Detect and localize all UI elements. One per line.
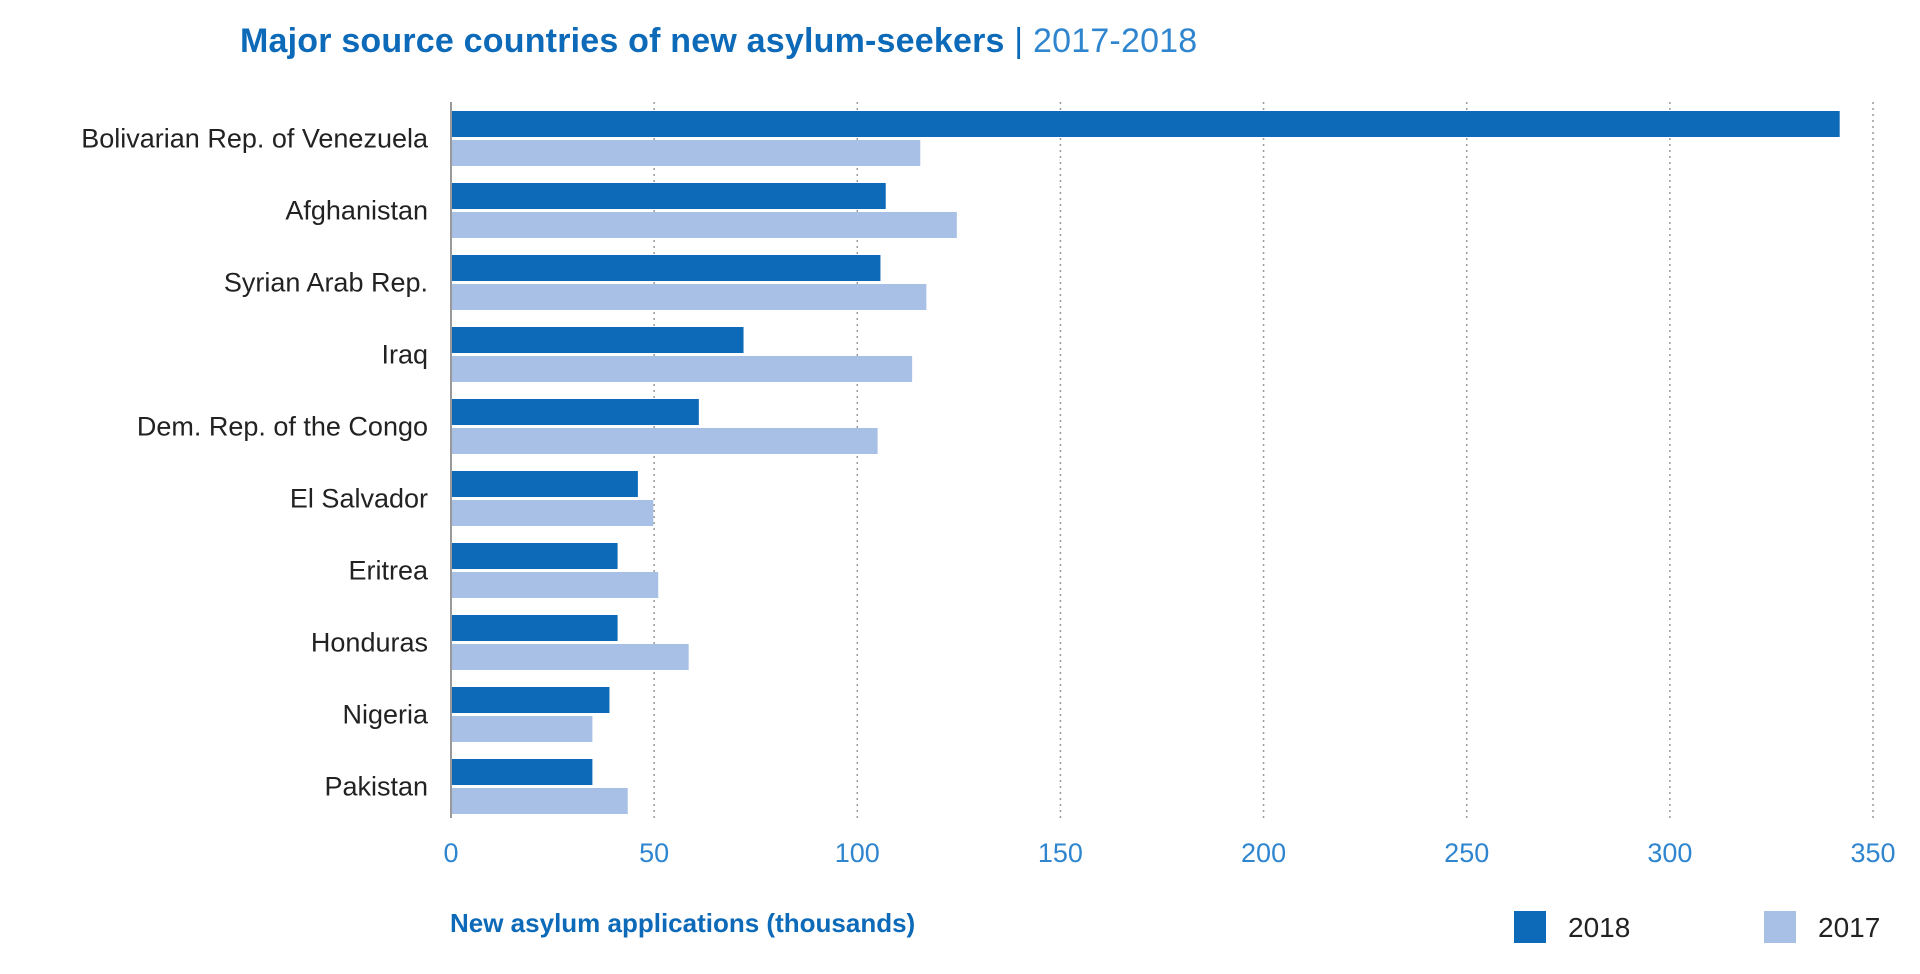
x-tick-label-300: 300 xyxy=(1647,838,1692,868)
category-label-1: Afghanistan xyxy=(285,196,428,226)
x-axis-label: New asylum applications (thousands) xyxy=(450,908,915,938)
category-label-7: Honduras xyxy=(311,628,428,658)
category-label-4: Dem. Rep. of the Congo xyxy=(137,412,428,442)
chart-title: Major source countries of new asylum-see… xyxy=(240,22,1197,61)
category-label-2: Syrian Arab Rep. xyxy=(224,268,428,298)
bar-2018-2 xyxy=(452,255,881,281)
legend-swatch-2018 xyxy=(1514,911,1546,943)
bar-2017-2 xyxy=(452,284,927,310)
bar-2017-1 xyxy=(452,212,957,238)
chart-title-main: Major source countries of new asylum-see… xyxy=(240,22,1005,60)
category-label-8: Nigeria xyxy=(342,700,429,730)
x-tick-label-100: 100 xyxy=(835,838,880,868)
bar-2017-8 xyxy=(452,716,593,742)
category-label-3: Iraq xyxy=(381,340,428,370)
x-tick-label-50: 50 xyxy=(639,838,669,868)
bar-2018-6 xyxy=(452,543,618,569)
bar-2017-9 xyxy=(452,788,628,814)
category-label-9: Pakistan xyxy=(324,772,428,802)
bar-2018-1 xyxy=(452,183,886,209)
bar-2018-4 xyxy=(452,399,699,425)
bar-2018-5 xyxy=(452,471,638,497)
x-tick-label-200: 200 xyxy=(1241,838,1286,868)
bar-2017-4 xyxy=(452,428,878,454)
gridlines xyxy=(653,102,1874,818)
legend-label-2018: 2018 xyxy=(1568,912,1630,943)
bar-2017-7 xyxy=(452,644,689,670)
x-tick-labels: 0 50 100 150 200 250 300 350 xyxy=(443,838,1895,868)
category-label-6: Eritrea xyxy=(348,556,429,586)
bar-2017-5 xyxy=(452,500,654,526)
bar-2018-7 xyxy=(452,615,618,641)
bar-2018-0 xyxy=(452,111,1840,137)
legend: 2018 2017 xyxy=(1514,911,1880,943)
bar-2018-8 xyxy=(452,687,610,713)
x-tick-label-150: 150 xyxy=(1038,838,1083,868)
category-label-5: El Salvador xyxy=(290,484,428,514)
bar-2017-3 xyxy=(452,356,913,382)
bar-2017-6 xyxy=(452,572,659,598)
x-tick-label-250: 250 xyxy=(1444,838,1489,868)
legend-swatch-2017 xyxy=(1764,911,1796,943)
x-tick-label-350: 350 xyxy=(1850,838,1895,868)
chart-subtitle: 2017-2018 xyxy=(1033,22,1198,60)
category-labels: Bolivarian Rep. of Venezuela Afghanistan S… xyxy=(81,124,429,802)
bar-2018-3 xyxy=(452,327,744,353)
chart-title-separator: | xyxy=(1014,22,1024,60)
bar-2018-9 xyxy=(452,759,593,785)
x-tick-label-0: 0 xyxy=(443,838,458,868)
bar-2017-0 xyxy=(452,140,921,166)
legend-label-2017: 2017 xyxy=(1818,912,1880,943)
bars xyxy=(452,111,1840,814)
category-label-0: Bolivarian Rep. of Venezuela xyxy=(81,124,429,154)
